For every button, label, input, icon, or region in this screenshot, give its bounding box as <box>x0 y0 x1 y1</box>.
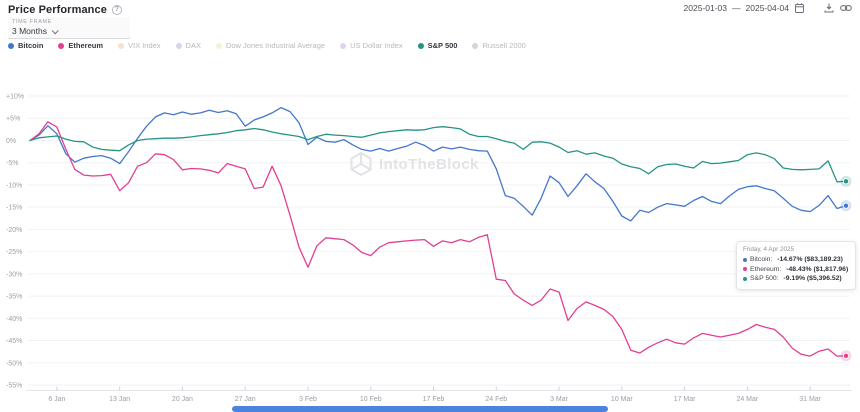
legend-label: DAX <box>185 41 201 50</box>
date-range-start: 2025-01-03 <box>683 3 728 13</box>
legend-item-us-dollar-index[interactable]: US Dollar Index <box>340 41 403 50</box>
tooltip-dot <box>743 276 747 281</box>
y-axis-label: -45% <box>6 338 22 345</box>
header: Price Performance ? <box>8 4 122 16</box>
y-axis-label: -30% <box>6 271 22 278</box>
page-title: Price Performance <box>8 4 107 16</box>
legend-label: Ethereum <box>68 41 104 50</box>
legend-item-russell-2000[interactable]: Russell 2000 <box>472 41 526 50</box>
series-marker-bitcoin <box>843 202 850 209</box>
link-icon[interactable] <box>840 4 852 12</box>
legend-label: S&P 500 <box>427 41 458 50</box>
legend-label: VIX Index <box>128 41 161 50</box>
legend: Bitcoin Ethereum VIX Index DAX Dow Jones Ind… <box>8 41 526 50</box>
tooltip-row-bitcoin: Bitcoin: -14.67% ($83,189.23) <box>743 255 849 265</box>
legend-label: US Dollar Index <box>350 41 403 50</box>
tooltip-date: Friday, 4 Apr 2025 <box>743 246 794 253</box>
legend-dot <box>118 42 125 49</box>
tooltip-dot <box>743 267 747 272</box>
y-axis-label: -55% <box>6 383 22 390</box>
y-axis-label: -40% <box>6 316 22 323</box>
x-axis-label: 3 Feb <box>299 396 317 403</box>
tooltip-row-s-p-500: S&P 500: -9.19% ($5,396.52) <box>743 274 849 284</box>
legend-item-dax[interactable]: DAX <box>175 41 201 50</box>
chart-tooltip: Friday, 4 Apr 2025 Bitcoin: -14.67% ($83… <box>736 241 856 290</box>
y-axis-label: 0% <box>6 138 16 145</box>
x-axis-label: 13 Jan <box>109 396 130 403</box>
x-axis-label: 31 Mar <box>799 396 821 403</box>
legend-item-vix-index[interactable]: VIX Index <box>118 41 161 50</box>
x-axis-label: 27 Jan <box>235 396 256 403</box>
download-icon[interactable] <box>824 3 834 13</box>
y-axis-label: -10% <box>6 182 22 189</box>
y-axis-label: -5% <box>6 160 18 167</box>
x-axis-label: 24 Feb <box>485 396 507 403</box>
y-axis-label: -20% <box>6 227 22 234</box>
date-range-end: 2025-04-04 <box>745 3 789 13</box>
legend-dot <box>175 42 182 49</box>
timeframe-value: 3 Months <box>12 26 47 36</box>
y-axis-label: +5% <box>6 116 20 123</box>
legend-item-ethereum[interactable]: Ethereum <box>58 41 103 50</box>
x-axis-label: 17 Feb <box>423 396 445 403</box>
legend-item-s-p-500[interactable]: S&P 500 <box>417 41 458 50</box>
tooltip-dot <box>743 257 747 262</box>
series-line-ethereum <box>29 121 847 357</box>
bottom-scrollbar[interactable] <box>232 406 608 412</box>
x-axis-label: 17 Mar <box>674 396 696 403</box>
legend-dot <box>472 42 479 49</box>
x-axis-label: 10 Feb <box>360 396 382 403</box>
header-controls: 2025-01-03 — 2025-04-04 <box>684 3 852 13</box>
date-range[interactable]: 2025-01-03 — 2025-04-04 <box>684 3 789 13</box>
series-marker-ethereum <box>843 352 850 359</box>
timeframe-label: TIME FRAME <box>12 19 52 25</box>
y-axis-label: -15% <box>6 205 22 212</box>
x-axis-label: 20 Jan <box>172 396 193 403</box>
x-axis-label: 3 Mar <box>550 396 569 403</box>
legend-dot <box>215 42 222 49</box>
timeframe-dropdown[interactable]: TIME FRAME 3 Months <box>8 17 130 39</box>
x-axis-label: 24 Mar <box>736 396 758 403</box>
legend-label: Bitcoin <box>18 41 44 50</box>
legend-dot <box>340 42 347 49</box>
date-range-separator: — <box>732 3 741 13</box>
series-line-bitcoin <box>29 106 847 222</box>
x-axis-label: 6 Jan <box>48 396 65 403</box>
y-axis-label: -35% <box>6 294 22 301</box>
legend-label: Dow Jones Industrial Average <box>225 41 326 50</box>
series-marker-s-p-500 <box>843 178 850 185</box>
series-line-s-p-500 <box>29 126 847 183</box>
legend-dot <box>58 42 65 49</box>
tooltip-row-ethereum: Ethereum: -48.43% ($1,817.96) <box>743 265 849 275</box>
x-axis-label: 10 Mar <box>611 396 633 403</box>
info-icon[interactable]: ? <box>111 5 122 15</box>
calendar-icon[interactable] <box>795 3 804 13</box>
legend-dot <box>8 42 14 49</box>
legend-dot <box>417 42 424 49</box>
legend-item-bitcoin[interactable]: Bitcoin <box>8 41 43 50</box>
legend-item-dow-jones-industrial-average[interactable]: Dow Jones Industrial Average <box>215 41 326 50</box>
legend-label: Russell 2000 <box>482 41 526 50</box>
y-axis-label: -50% <box>6 360 22 367</box>
y-axis-label: -25% <box>6 249 22 256</box>
y-axis-label: +10% <box>6 94 24 101</box>
